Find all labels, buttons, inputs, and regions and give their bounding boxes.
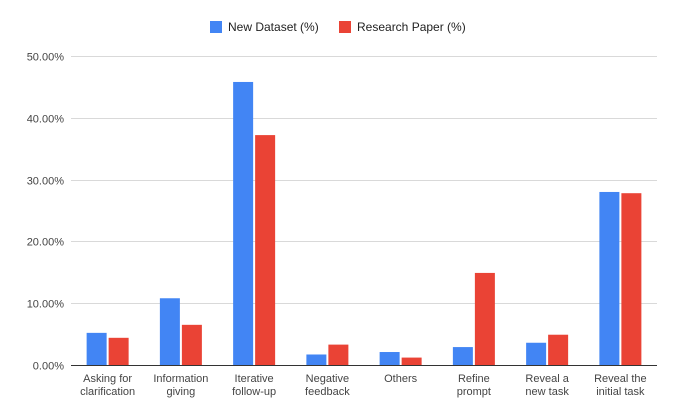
bars <box>86 81 642 366</box>
x-axis-labels: Asking for clarification Information giving… <box>80 373 647 398</box>
bar-new-dataset <box>599 191 620 365</box>
legend-label: Research Paper (%) <box>357 20 466 34</box>
x-tick-label: Asking for clarification <box>80 373 135 398</box>
y-axis-labels: 0.00% 10.00% 20.00% 30.00% 40.00% 50.00% <box>27 52 65 373</box>
y-tick-label: 40.00% <box>27 114 65 126</box>
x-tick-label-line: follow-up <box>232 386 276 398</box>
bar-research-paper <box>401 357 422 365</box>
bar-new-dataset <box>526 342 547 365</box>
x-tick-label-line: Negative <box>306 373 349 385</box>
bar-research-paper <box>328 344 349 365</box>
x-tick-label-line: Reveal a <box>525 373 569 385</box>
grid <box>71 56 657 304</box>
bar-research-paper <box>108 337 129 365</box>
legend-swatch <box>210 21 222 33</box>
x-tick-label-line: Iterative <box>235 373 274 385</box>
bar-research-paper <box>255 135 276 365</box>
x-tick-label-line: prompt <box>457 386 491 398</box>
x-tick-label-line: Asking for <box>83 373 132 385</box>
y-tick-label: 10.00% <box>27 299 65 311</box>
y-tick-label: 50.00% <box>27 52 65 64</box>
legend-label: New Dataset (%) <box>228 20 319 34</box>
x-tick-label-line: new task <box>525 386 569 398</box>
x-tick-label-line: clarification <box>80 386 135 398</box>
legend-item-research-paper[interactable]: Research Paper (%) <box>339 20 466 34</box>
bar-research-paper <box>474 272 495 365</box>
x-tick-label: Negative feedback <box>305 373 350 398</box>
x-tick-label-line: Refine <box>458 373 490 385</box>
x-tick-label-line: Reveal the <box>594 373 647 385</box>
bar-research-paper <box>181 324 202 365</box>
x-tick-label-line: Information <box>153 373 208 385</box>
bar-research-paper <box>548 334 569 365</box>
y-tick-label: 20.00% <box>27 237 65 249</box>
x-tick-label: Information giving <box>153 373 208 398</box>
bar-new-dataset <box>306 354 327 365</box>
bar-new-dataset <box>86 332 107 365</box>
x-tick-label: Iterative follow-up <box>232 373 276 398</box>
bar-new-dataset <box>159 298 180 365</box>
y-tick-label: 30.00% <box>27 176 65 188</box>
x-tick-label: Reveal a new task <box>525 373 569 398</box>
x-tick-label: Reveal the initial task <box>594 373 647 398</box>
y-tick-label: 0.00% <box>33 361 64 373</box>
x-tick-label: Refine prompt <box>457 373 491 398</box>
legend-item-new-dataset[interactable]: New Dataset (%) <box>210 20 319 34</box>
bar-new-dataset <box>233 81 254 366</box>
x-tick-label: Others <box>384 373 418 385</box>
bar-new-dataset <box>379 352 400 365</box>
bar-research-paper <box>621 193 642 365</box>
x-tick-label-line: Others <box>384 373 418 385</box>
bar-new-dataset <box>452 347 473 365</box>
legend: New Dataset (%) Research Paper (%) <box>210 20 466 34</box>
x-tick-label-line: giving <box>167 386 196 398</box>
x-tick-label-line: feedback <box>305 386 350 398</box>
x-tick-label-line: initial task <box>596 386 645 398</box>
legend-swatch <box>339 21 351 33</box>
